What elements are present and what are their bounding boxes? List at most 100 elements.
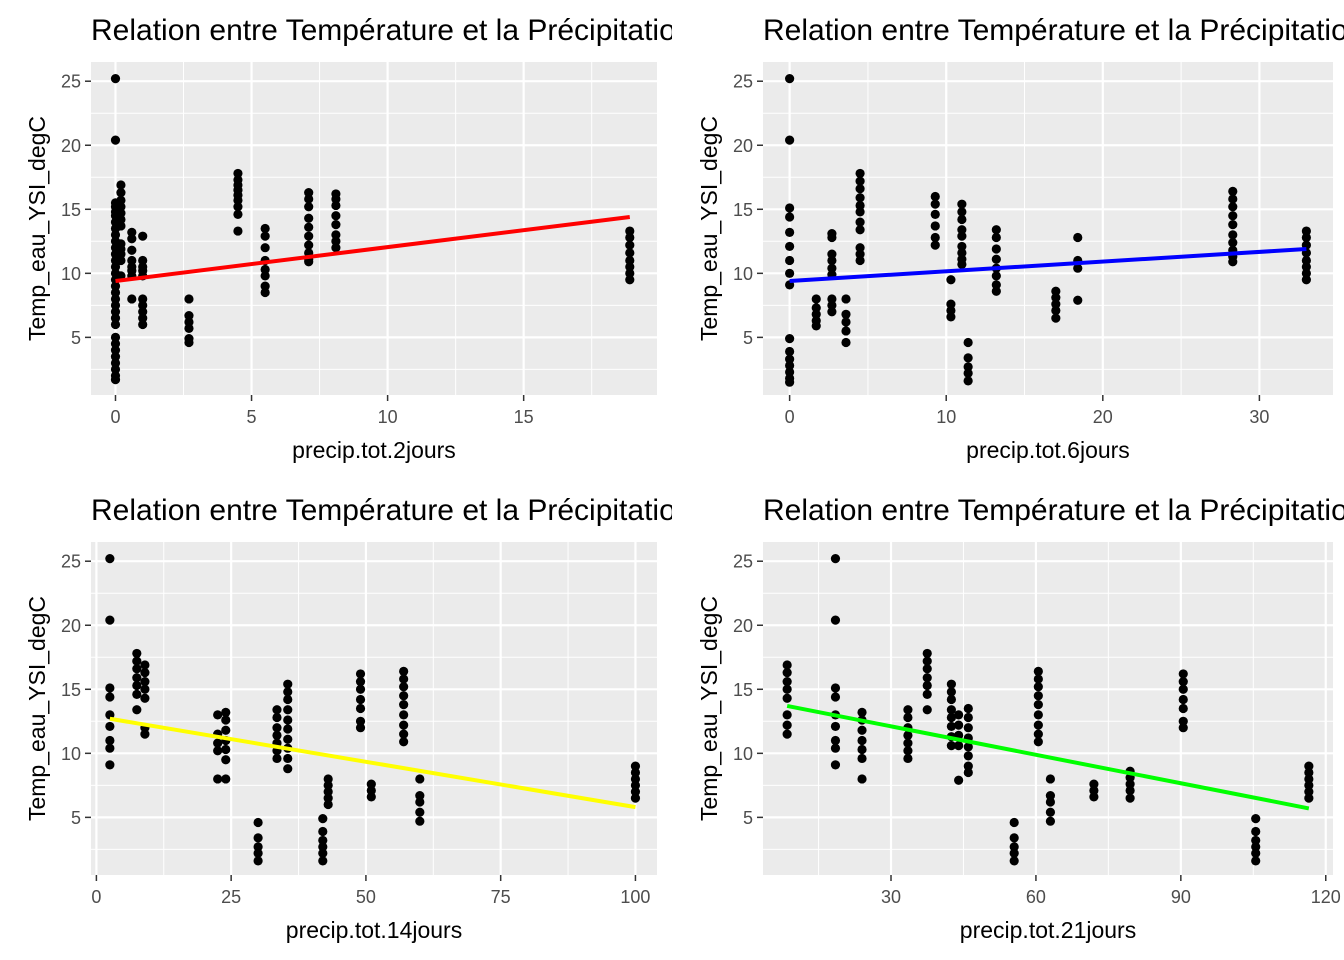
- data-point: [253, 817, 263, 828]
- data-point: [827, 263, 837, 273]
- data-point: [138, 313, 148, 323]
- data-point: [116, 249, 126, 259]
- data-point: [1228, 211, 1238, 221]
- data-point: [855, 249, 865, 259]
- data-point: [625, 262, 635, 272]
- data-point: [957, 225, 967, 235]
- data-point: [946, 679, 956, 689]
- x-tick-label: 0: [110, 407, 120, 427]
- data-point: [963, 362, 973, 372]
- data-point: [957, 231, 967, 241]
- data-point: [116, 202, 126, 212]
- data-point: [1033, 674, 1043, 684]
- data-point: [138, 300, 148, 310]
- data-point: [221, 707, 231, 717]
- data-point: [957, 199, 967, 209]
- data-point: [110, 294, 121, 304]
- x-axis-label: precip.tot.6jours: [966, 437, 1130, 463]
- data-point: [127, 245, 137, 255]
- y-axis-label: Temp_eau_YSI_degC: [696, 116, 722, 341]
- y-tick-label: 5: [71, 328, 81, 348]
- data-point: [954, 775, 964, 785]
- y-tick-label: 20: [61, 136, 81, 156]
- x-tick-label: 10: [936, 407, 956, 427]
- plot-background: [91, 62, 657, 395]
- data-point: [253, 856, 263, 866]
- data-point: [1051, 286, 1061, 296]
- data-point: [625, 232, 635, 243]
- data-point: [811, 321, 821, 331]
- data-point: [785, 74, 795, 84]
- data-point: [260, 264, 270, 275]
- x-tick-label: 25: [221, 887, 241, 907]
- data-point: [930, 221, 940, 231]
- data-point: [184, 310, 194, 321]
- data-point: [1178, 723, 1188, 733]
- data-point: [991, 232, 1001, 243]
- data-point: [830, 683, 841, 693]
- data-point: [272, 712, 282, 723]
- data-point: [1045, 774, 1056, 784]
- data-point: [399, 674, 409, 684]
- data-point: [355, 694, 366, 705]
- trend-line: [786, 703, 1310, 811]
- data-point: [233, 226, 243, 236]
- data-point: [355, 677, 366, 687]
- data-point: [304, 213, 314, 223]
- data-point: [260, 271, 270, 281]
- data-point: [830, 735, 841, 746]
- data-point: [283, 753, 293, 764]
- data-point: [213, 774, 223, 784]
- data-point: [260, 223, 270, 234]
- data-point: [1033, 729, 1043, 739]
- data-point: [855, 184, 865, 194]
- data-point: [132, 680, 142, 691]
- data-point: [963, 368, 973, 378]
- data-point: [110, 281, 121, 291]
- data-point: [930, 240, 940, 250]
- data-point: [399, 729, 409, 739]
- data-point: [110, 307, 121, 317]
- data-point: [830, 760, 841, 770]
- data-point: [323, 787, 333, 797]
- data-point: [253, 842, 263, 852]
- data-point: [272, 730, 282, 740]
- data-point: [855, 225, 865, 235]
- data-point: [963, 712, 973, 723]
- data-point: [132, 656, 142, 666]
- data-point: [331, 243, 341, 253]
- data-point: [323, 793, 333, 803]
- data-point: [946, 721, 956, 732]
- data-point: [782, 710, 792, 720]
- data-point: [841, 326, 851, 336]
- data-point: [127, 255, 137, 266]
- data-point: [1228, 186, 1238, 196]
- data-point: [318, 842, 328, 852]
- data-point: [785, 367, 795, 377]
- y-tick-label: 15: [733, 200, 753, 220]
- data-point: [253, 848, 263, 858]
- data-point: [1009, 833, 1019, 843]
- data-point: [903, 730, 913, 740]
- data-point: [213, 738, 223, 748]
- data-point: [1033, 691, 1043, 701]
- data-point: [1304, 787, 1314, 797]
- data-point: [1073, 295, 1083, 305]
- data-point: [105, 743, 115, 753]
- data-point: [110, 375, 121, 385]
- data-point: [283, 715, 293, 725]
- data-point: [922, 648, 932, 659]
- data-point: [355, 669, 366, 679]
- data-point: [785, 334, 795, 344]
- data-point: [366, 785, 376, 796]
- data-point: [903, 712, 913, 723]
- data-point: [930, 199, 940, 209]
- x-axis-label: precip.tot.21jours: [960, 917, 1136, 943]
- data-point: [957, 214, 967, 225]
- data-point: [630, 774, 641, 784]
- y-tick-label: 10: [61, 744, 81, 764]
- data-point: [116, 221, 126, 231]
- data-point: [304, 194, 314, 204]
- data-point: [318, 826, 328, 837]
- data-point: [625, 268, 635, 278]
